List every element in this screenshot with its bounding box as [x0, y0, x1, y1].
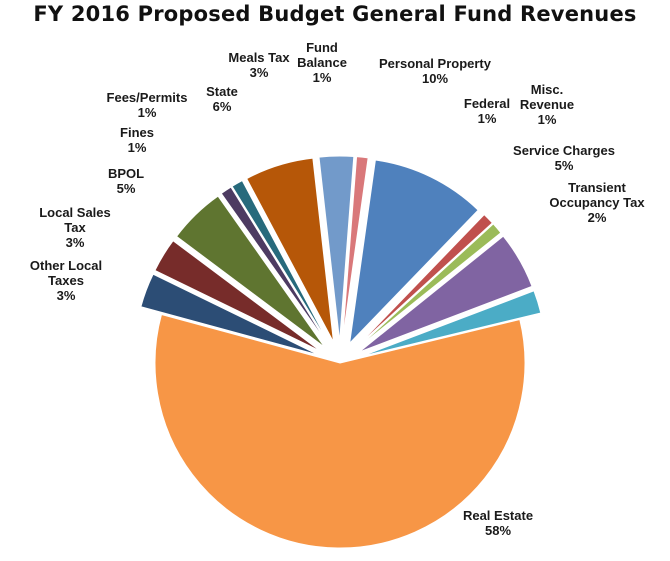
slice-label-local-sales-tax: Local Sales Tax 3% — [39, 205, 111, 250]
slice-label-service-charges: Service Charges 5% — [513, 143, 615, 173]
slice-label-federal: Federal 1% — [464, 96, 510, 126]
slice-label-other-local-taxes: Other Local Taxes 3% — [30, 258, 102, 303]
slice-label-fines: Fines 1% — [120, 125, 154, 155]
slice-label-transient-occupancy-tax: Transient Occupancy Tax 2% — [549, 180, 645, 225]
pie-slice-fees-permits — [231, 179, 330, 345]
pie-slice-transient-occupancy-tax — [360, 290, 542, 357]
pie-slice-local-sales-tax — [154, 240, 322, 352]
slice-label-misc-revenue: Misc. Revenue 1% — [520, 82, 574, 127]
pie-slice-misc-revenue — [356, 223, 502, 350]
slice-label-personal-property: Personal Property 10% — [379, 56, 492, 86]
pie-slice-personal-property — [348, 159, 479, 345]
pie-slice-real-estate — [154, 313, 526, 549]
pie-slice-fund-balance — [341, 156, 369, 342]
pie-slice-state — [245, 157, 334, 343]
slice-label-bpol: BPOL 5% — [108, 166, 144, 196]
pie-slice-meals-tax — [318, 155, 355, 342]
chart-title: FY 2016 Proposed Budget General Fund Rev… — [33, 2, 637, 26]
pie-slice-fines — [220, 186, 329, 345]
pie-slice-federal — [355, 213, 494, 349]
slice-label-fees-permits: Fees/Permits 1% — [107, 90, 188, 120]
slice-label-meals-tax: Meals Tax 3% — [228, 50, 290, 80]
slice-label-state: State 6% — [206, 84, 238, 114]
pie-slice-other-local-taxes — [140, 273, 320, 356]
pie-slice-bpol — [175, 195, 326, 348]
pie-slice-service-charges — [358, 235, 533, 353]
slice-label-fund-balance: Fund Balance 1% — [297, 40, 347, 85]
slice-label-real-estate: Real Estate 58% — [463, 508, 533, 538]
